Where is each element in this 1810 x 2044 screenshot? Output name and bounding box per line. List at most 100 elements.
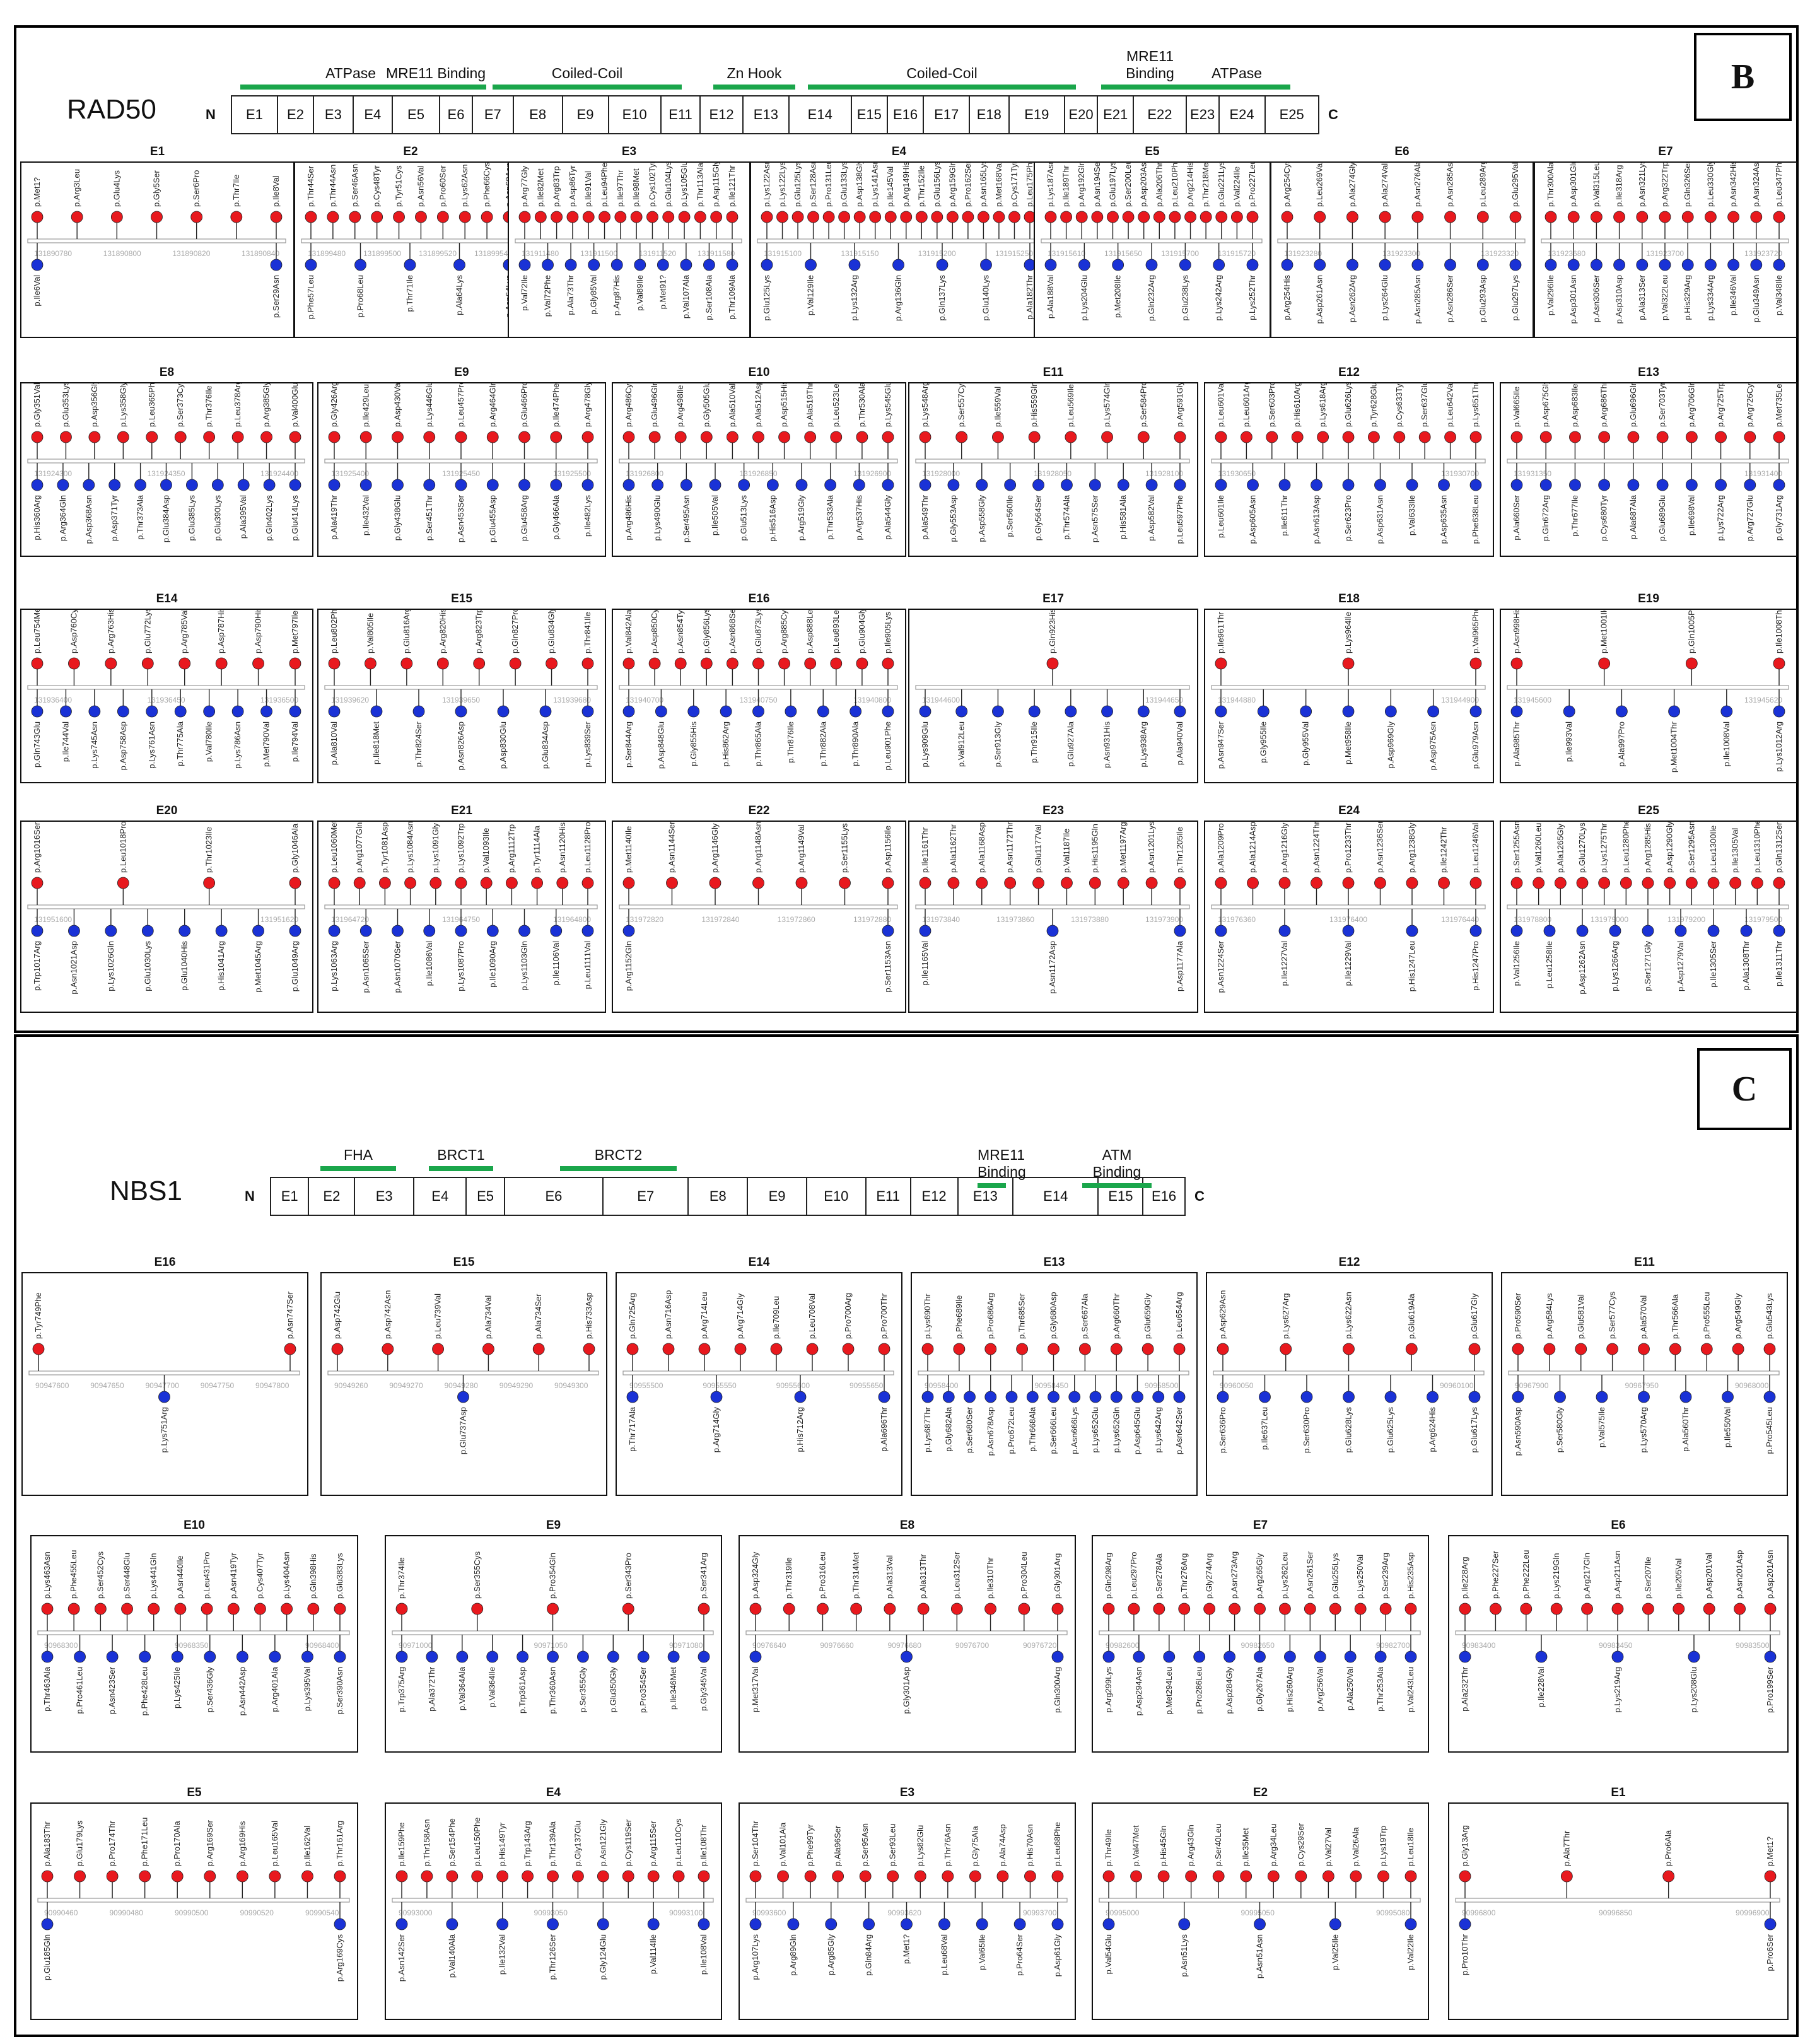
- coordinate-label: 131924400: [260, 469, 298, 478]
- nbs1-n-terminus: N: [245, 1188, 255, 1204]
- coordinate-label: 131939620: [331, 696, 369, 704]
- mutation-dot-blue: [395, 1918, 408, 1930]
- mutation-label-bottom: p.Glu927Ala: [1066, 721, 1075, 766]
- rad50-exon-panel-e18: 131944880 131944900 p.Ile961Thr p.Lys964Ile…: [1204, 609, 1494, 783]
- mutation-dot-red: [471, 1870, 484, 1883]
- mutation-label-bottom: p.Pro354Ser: [638, 1666, 648, 1713]
- mutation-dot-blue: [1329, 1918, 1341, 1930]
- mutation-label-bottom: p.Arg299Lys: [1104, 1667, 1113, 1713]
- mutation-label-top: p.Leu431Pro: [202, 1552, 211, 1599]
- rad50-exon-title: E8: [159, 366, 175, 379]
- mutation-dot-blue: [1173, 1391, 1186, 1403]
- mutation-label-bottom: p.Asp848Glu: [656, 721, 665, 769]
- mutation-label-top: p.Thr44Asn: [328, 165, 337, 207]
- mutation-label-bottom: p.Lys722Arg: [1716, 495, 1725, 541]
- coordinate-label: 90958400: [925, 1381, 959, 1390]
- mutation-dot-red: [270, 211, 283, 223]
- mutation-label-top: p.Lys627Arg: [1281, 1293, 1290, 1339]
- nbs1-exon-panel-e3: 90993600 90993620 90993700 p.Ser104Thr p.Val…: [739, 1802, 1076, 2020]
- mutation-dot-red: [662, 211, 675, 223]
- genomic-axis: [301, 238, 519, 243]
- mutation-label-top: p.Lys690Thr: [923, 1294, 932, 1339]
- mutation-dot-red: [1317, 431, 1329, 443]
- mutation-label-bottom: p.Val22Ile: [1406, 1934, 1415, 1970]
- coordinate-label: 131964720: [331, 915, 369, 924]
- rad50-domain-label: MRE11 Binding: [1126, 48, 1174, 81]
- mutation-dot-red: [1377, 1870, 1389, 1883]
- mutation-dot-red: [1673, 1603, 1685, 1615]
- mutation-label-bottom: p.Asp368Asn: [84, 495, 93, 544]
- mutation-label-bottom: p.Ile1227Val: [1280, 941, 1289, 986]
- mutation-dot-red: [709, 877, 721, 889]
- genomic-axis: [1507, 685, 1789, 690]
- rad50-exon-panel-e16: 131940700 131940750 131940800 p.Val842Ala p.…: [612, 609, 906, 783]
- mutation-label-top: p.Gln398His: [308, 1553, 318, 1599]
- mutation-label-top: p.Pro131Leu: [824, 163, 833, 207]
- mutation-dot-red: [1241, 431, 1252, 443]
- mutation-dot-red: [622, 1870, 634, 1883]
- mutation-label-top: p.Arg385Gly: [262, 383, 271, 427]
- mutation-dot-red: [1613, 211, 1626, 223]
- mutation-dot-blue: [74, 1650, 86, 1663]
- mutation-label-bottom: p.Arg519Gly: [797, 495, 806, 541]
- mutation-label-top: p.Pro170Ala: [172, 1821, 182, 1866]
- mutation-label-top: p.Gln1005Pro: [1686, 610, 1696, 653]
- mutation-dot-red: [622, 877, 635, 889]
- mutation-dot-blue: [1223, 1650, 1236, 1663]
- rad50-exon-title: E13: [1638, 366, 1659, 379]
- mutation-label-bottom: p.Asp758Asp: [118, 721, 127, 770]
- mutation-dot-red: [597, 1870, 609, 1883]
- mutation-dot-blue: [1259, 1391, 1271, 1403]
- mutation-dot-blue: [878, 1391, 890, 1403]
- mutation-label-bottom: p.Val348Ile: [1774, 275, 1784, 315]
- mutation-label-bottom: p.Phe57Leu: [306, 275, 315, 319]
- mutation-label-bottom: p.Glu385Lys: [187, 495, 196, 541]
- mutation-dot-red: [67, 1603, 80, 1615]
- mutation-dot-blue: [1174, 705, 1186, 718]
- mutation-dot-blue: [134, 479, 147, 491]
- mutation-label-bottom: p.Thr463Ala: [42, 1666, 52, 1712]
- mutation-label-bottom: p.Ser666Leu: [1049, 1407, 1058, 1454]
- mutation-label-bottom: p.Glu617Lys: [1469, 1407, 1479, 1453]
- mutation-label-bottom: p.Arg256Val: [1315, 1667, 1324, 1712]
- mutation-dot-red: [1468, 1343, 1481, 1355]
- mutation-label-bottom: p.Met294Leu: [1164, 1667, 1174, 1715]
- mutation-dot-red: [832, 1870, 844, 1883]
- mutation-label-top: p.Ile162Val: [302, 1826, 312, 1866]
- mutation-label-top: p.Glu1177Val: [1034, 824, 1043, 873]
- rad50-exon-panel-e12: 131930650 131930700 p.Leu601Val p.Leu601Arg…: [1204, 382, 1494, 557]
- mutation-label-top: p.Asp301Glu: [1568, 163, 1578, 207]
- mutation-dot-red: [1469, 657, 1482, 670]
- mutation-dot-red: [393, 211, 405, 223]
- mutation-dot-blue: [1469, 479, 1482, 491]
- coordinate-label: 131911480: [522, 249, 559, 258]
- mutation-label-bottom: p.Ala188Val: [1046, 275, 1055, 318]
- mutation-label-bottom: p.Arg486His: [624, 495, 633, 540]
- mutation-label-bottom: p.Lys264Glu: [1380, 275, 1389, 321]
- rad50-exon-e16: E16: [888, 96, 925, 133]
- mutation-label-bottom: p.Ala660Ser: [1512, 494, 1521, 540]
- mutation-dot-blue: [404, 259, 416, 271]
- mutation-dot-red: [1089, 877, 1101, 889]
- mutation-dot-red: [700, 431, 713, 443]
- mutation-label-top: p.Leu1246Val: [1471, 823, 1480, 873]
- mutation-label-top: p.Phe222Leu: [1521, 1550, 1531, 1599]
- coordinate-label: 90993700: [1023, 1908, 1057, 1917]
- mutation-label-top: p.Pro60Ser: [438, 165, 447, 207]
- mutation-dot-blue: [41, 1650, 54, 1663]
- mutation-label-bottom: p.Glu140Lys: [981, 275, 991, 321]
- mutation-label-bottom: p.Gly301Asp: [902, 1667, 911, 1714]
- mutation-label-bottom: p.Asn666Lys: [1070, 1407, 1079, 1454]
- mutation-label-top: p.Arg1285His: [1643, 823, 1652, 873]
- mutation-dot-blue: [289, 925, 301, 937]
- mutation-label-bottom: p.Leu1111Val: [583, 941, 592, 989]
- mutation-label-bottom: p.Asn51Asn: [1255, 1934, 1264, 1978]
- mutation-dot-blue: [1591, 259, 1603, 271]
- mutation-label-bottom: p.Gln300Arg: [1053, 1667, 1062, 1713]
- rad50-domain-bar: [385, 85, 486, 90]
- mutation-dot-red: [984, 1343, 997, 1355]
- mutation-dot-blue: [1215, 479, 1227, 491]
- mutation-dot-red: [151, 211, 163, 223]
